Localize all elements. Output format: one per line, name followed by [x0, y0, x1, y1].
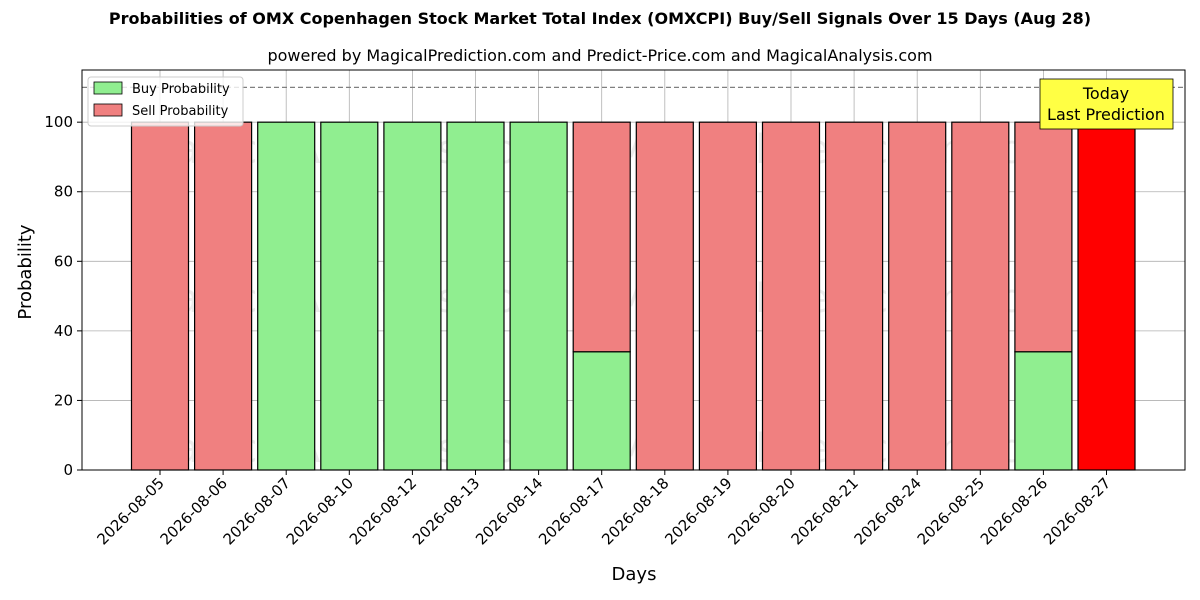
bar-sell [761, 121, 821, 471]
legend-label-sell: Sell Probability [132, 104, 229, 119]
x-tick-label: 2026-08-25 [914, 474, 988, 548]
bar-sell [951, 121, 1010, 471]
x-tick-label: 2026-08-24 [851, 474, 925, 548]
annotation-line1: Today [1082, 84, 1129, 103]
bar-sell [635, 121, 694, 471]
annotation-line2: Last Prediction [1047, 105, 1165, 124]
bar-sell [1014, 121, 1073, 353]
bar-buy [572, 351, 631, 471]
bars [130, 121, 1136, 471]
y-tick-label: 80 [54, 183, 73, 201]
x-tick-label: 2026-08-14 [472, 474, 546, 548]
x-tick-label: 2026-08-07 [220, 474, 294, 548]
x-tick-label: 2026-08-19 [661, 474, 735, 548]
bar-buy [383, 121, 442, 471]
legend-swatch-sell [93, 103, 123, 117]
x-tick-label: 2026-08-12 [346, 474, 420, 548]
x-tick-label: 2026-08-21 [788, 474, 862, 548]
legend: Buy Probability Sell Probability [87, 76, 244, 127]
x-tick-label: 2026-08-10 [283, 474, 357, 548]
bar-buy [1014, 351, 1073, 471]
y-tick-label: 60 [54, 252, 73, 270]
bar-buy [257, 121, 316, 471]
x-tick-label: 2026-08-27 [1040, 474, 1114, 548]
bar-sell [1077, 121, 1136, 471]
legend-box [87, 76, 244, 127]
annotation-box [1039, 78, 1174, 130]
bar-sell [572, 121, 631, 353]
x-tick-label: 2026-08-05 [93, 474, 167, 548]
today-annotation: Today Last Prediction [1039, 78, 1174, 130]
y-axis-label: Probability [15, 224, 36, 319]
x-tick-label: 2026-08-20 [724, 474, 798, 548]
y-tick-label: 40 [54, 322, 73, 340]
bar-buy [320, 121, 379, 471]
legend-swatch-buy [93, 81, 123, 95]
bar-buy [509, 121, 568, 471]
y-tick-label: 0 [63, 461, 73, 479]
y-axis: 0 20 40 60 80 100 [44, 113, 82, 479]
bar-sell [888, 121, 947, 471]
bar-buy [446, 121, 505, 471]
x-tick-label: 2026-08-18 [598, 474, 672, 548]
bar-sell [698, 121, 758, 471]
x-axis-label: Days [612, 564, 657, 585]
bar-sell [824, 121, 884, 471]
x-tick-label: 2026-08-13 [409, 474, 483, 548]
y-tick-label: 100 [44, 113, 73, 131]
y-tick-label: 20 [54, 391, 73, 409]
chart-title: Probabilities of OMX Copenhagen Stock Ma… [108, 9, 1092, 28]
x-tick-label: 2026-08-26 [977, 474, 1051, 548]
legend-label-buy: Buy Probability [132, 82, 230, 97]
plot-frame [81, 69, 1186, 471]
bar-sell [194, 121, 253, 471]
x-tick-label: 2026-08-17 [535, 474, 609, 548]
x-axis: 2026-08-052026-08-062026-08-072026-08-10… [93, 470, 1114, 548]
x-tick-label: 2026-08-06 [157, 474, 231, 548]
bar-sell [130, 121, 190, 471]
chart-subtitle: powered by MagicalPrediction.com and Pre… [267, 46, 933, 65]
